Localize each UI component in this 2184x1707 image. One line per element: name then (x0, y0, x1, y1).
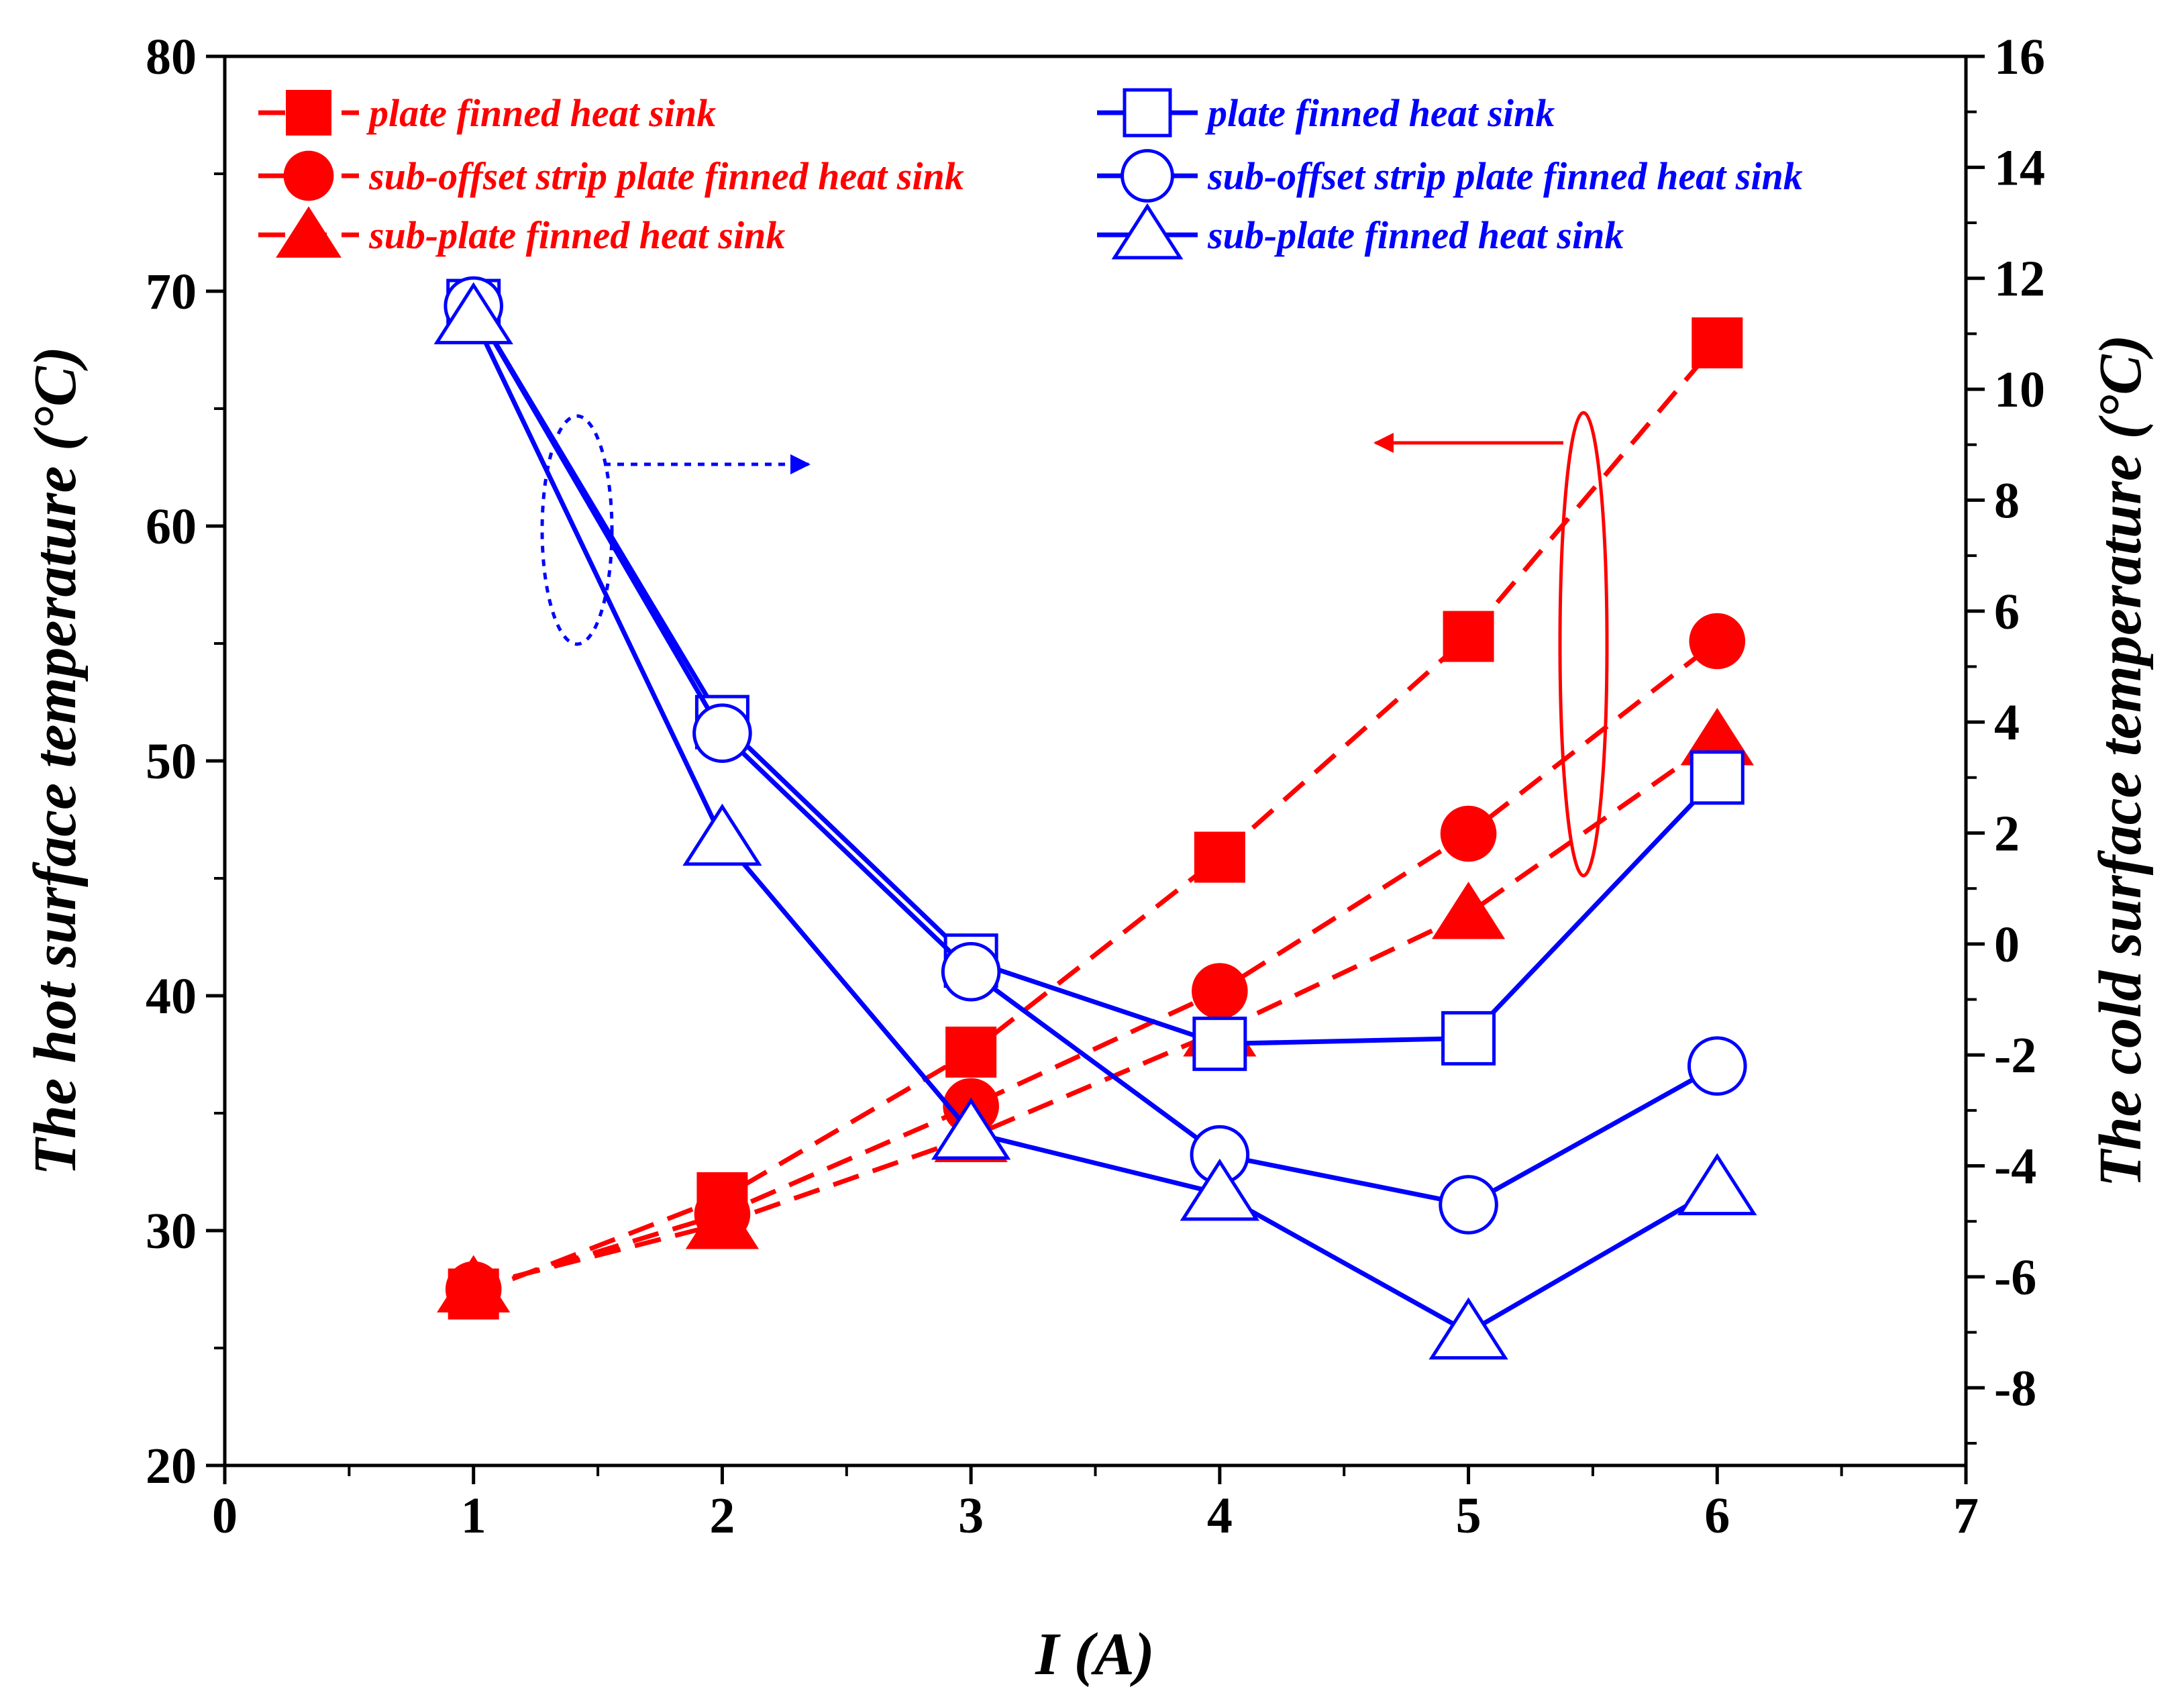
legend-item: sub-plate finned heat sink (1097, 203, 1624, 260)
right-tick-label: -2 (1994, 1027, 2036, 1084)
data-point (1192, 1017, 1247, 1072)
x-axis-ticks: 0 1 2 3 4 5 6 7 (212, 1465, 1979, 1544)
series-line (471, 305, 1718, 1208)
right-tick-label: 0 (1994, 917, 2020, 973)
right-tick-label: 2 (1994, 805, 2020, 862)
series-line (472, 341, 1719, 1296)
right-axis-ticks: -8 -6 -4 -2 0 2 4 6 8 10 12 14 16 (1966, 29, 2045, 1445)
left-axis-ticks: 20 30 40 50 60 70 80 (146, 29, 225, 1494)
series-hot-square (448, 317, 1743, 1320)
legend-item: sub-plate finned heat sink (258, 206, 785, 258)
legend-marker (283, 150, 334, 201)
x-tick-label: 1 (461, 1488, 486, 1544)
x-tick-label: 0 (212, 1488, 238, 1544)
data-point (1428, 1297, 1508, 1360)
data-point (1180, 1158, 1260, 1221)
series-cold-triangle (433, 282, 1757, 1360)
left-tick-label: 30 (146, 1203, 197, 1259)
data-point (1192, 963, 1248, 1019)
data-point (1689, 613, 1746, 670)
right-tick-label: -4 (1994, 1139, 2036, 1195)
cold-series-ellipse (540, 414, 614, 646)
legend-label: sub-plate finned heat sink (1207, 213, 1624, 257)
data-point (692, 703, 752, 763)
data-point (1431, 882, 1506, 939)
legend-marker (1111, 203, 1184, 260)
legend-label: sub-offset strip plate finned heat sink (1207, 154, 1803, 198)
series-hot-circle (445, 613, 1746, 1318)
left-tick-label: 50 (146, 733, 197, 790)
left-tick-label: 60 (146, 499, 197, 555)
data-point (682, 803, 762, 866)
data-point (1687, 1036, 1747, 1096)
legend-label: sub-plate finned heat sink (368, 213, 785, 257)
legend-item: sub-offset strip plate finned heat sink (258, 150, 964, 201)
series-line (471, 316, 1719, 1335)
data-point (437, 1255, 511, 1312)
right-tick-label: 6 (1994, 584, 2020, 640)
series-line (472, 639, 1719, 1292)
left-axis-title: The hot surface temperature (°C) (22, 346, 89, 1176)
right-tick-label: -6 (1994, 1249, 2036, 1306)
right-tick-label: -8 (1994, 1360, 2036, 1416)
data-point (1677, 1153, 1757, 1216)
legend-label: plate finned heat sink (1204, 91, 1555, 135)
data-point (685, 1192, 760, 1249)
data-point (941, 941, 1001, 1002)
data-point (931, 1097, 1011, 1160)
x-tick-label: 5 (1456, 1488, 1481, 1544)
data-point (1689, 750, 1745, 805)
legend-label: plate finned heat sink (366, 91, 716, 135)
x-tick-label: 6 (1704, 1488, 1730, 1544)
series-line (472, 737, 1719, 1290)
series-line (471, 305, 1719, 1047)
x-tick-label: 4 (1207, 1488, 1233, 1544)
left-tick-label: 70 (146, 264, 197, 320)
right-tick-label: 8 (1994, 472, 2020, 529)
hot-series-ellipse (1558, 411, 1609, 878)
legend-marker (1121, 149, 1174, 203)
legend-marker (276, 206, 342, 258)
data-point (1441, 1011, 1496, 1066)
right-tick-label: 16 (1994, 29, 2045, 85)
data-point (1443, 611, 1494, 662)
legend-item: sub-offset strip plate finned heat sink (1097, 149, 1803, 203)
right-tick-label: 4 (1994, 694, 2020, 751)
left-tick-label: 40 (146, 968, 197, 1025)
legend-item: plate finned heat sink (258, 90, 716, 136)
data-point (1440, 805, 1497, 862)
x-axis-title: I (A) (1035, 1621, 1155, 1688)
legend-marker (1123, 88, 1172, 138)
right-tick-label: 14 (1994, 140, 2045, 196)
legend: plate finned heat sink sub-offset strip p… (258, 88, 1803, 260)
data-point (1439, 1175, 1498, 1235)
data-point (433, 282, 513, 345)
left-tick-label: 20 (146, 1438, 197, 1494)
x-tick-label: 3 (958, 1488, 984, 1544)
series-layer (433, 276, 1757, 1360)
series-hot-triangle (437, 708, 1754, 1312)
right-axis-title: The cold surface temperature (°C) (2087, 335, 2154, 1188)
data-point (1194, 831, 1245, 883)
data-point (1692, 317, 1743, 368)
hot-axis-indicator (1373, 411, 1609, 878)
x-tick-label: 7 (1953, 1488, 1979, 1544)
legend-marker (286, 90, 331, 136)
data-point (945, 1027, 997, 1078)
series-cold-circle (444, 276, 1747, 1235)
legend-item: plate finned heat sink (1097, 88, 1555, 138)
left-tick-label: 80 (146, 29, 197, 85)
right-tick-label: 12 (1994, 251, 2045, 307)
right-tick-label: 10 (1994, 362, 2045, 418)
x-tick-label: 2 (709, 1488, 735, 1544)
cold-axis-indicator (540, 414, 811, 646)
legend-label: sub-offset strip plate finned heat sink (368, 154, 964, 198)
